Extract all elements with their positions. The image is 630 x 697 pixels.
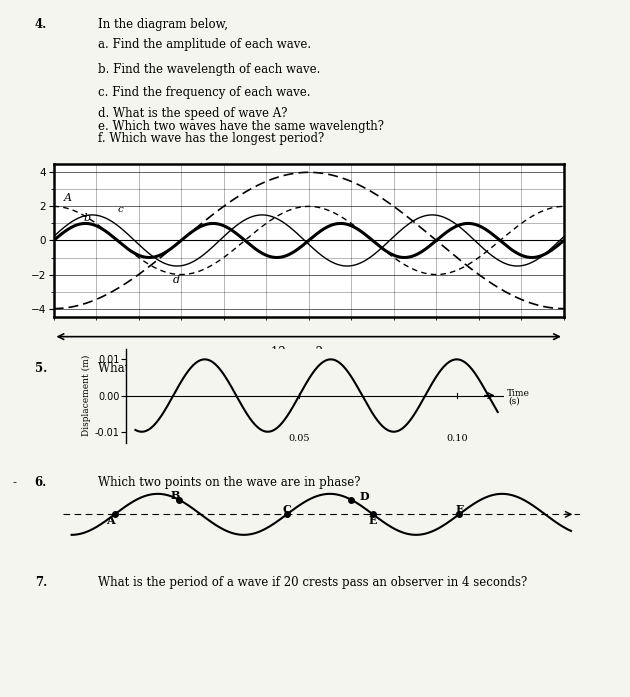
Text: f. Which wave has the longest period?: f. Which wave has the longest period? bbox=[98, 132, 324, 146]
Text: E: E bbox=[369, 515, 377, 526]
Text: b: b bbox=[83, 213, 91, 223]
Text: 0.10: 0.10 bbox=[446, 434, 467, 443]
Text: A: A bbox=[64, 193, 72, 204]
Text: D: D bbox=[360, 491, 369, 503]
Text: What is the frequency of the following wave?: What is the frequency of the following w… bbox=[98, 362, 366, 376]
Text: 5.: 5. bbox=[35, 362, 47, 376]
Text: B: B bbox=[170, 490, 180, 501]
Text: In the diagram below,: In the diagram below, bbox=[98, 18, 227, 31]
Text: 7.: 7. bbox=[35, 576, 47, 590]
Text: 4.: 4. bbox=[35, 18, 47, 31]
Text: c. Find the frequency of each wave.: c. Find the frequency of each wave. bbox=[98, 86, 310, 100]
Text: c: c bbox=[117, 204, 123, 213]
Text: d. What is the speed of wave A?: d. What is the speed of wave A? bbox=[98, 107, 287, 121]
Text: Which two points on the wave are in phase?: Which two points on the wave are in phas… bbox=[98, 476, 360, 489]
Text: 0.05: 0.05 bbox=[289, 434, 310, 443]
Text: F: F bbox=[455, 505, 463, 515]
Text: d: d bbox=[173, 275, 180, 285]
Text: 12 m    2 sec: 12 m 2 sec bbox=[271, 346, 346, 359]
Text: a. Find the amplitude of each wave.: a. Find the amplitude of each wave. bbox=[98, 38, 311, 51]
Text: -: - bbox=[13, 476, 16, 489]
Text: What is the period of a wave if 20 crests pass an observer in 4 seconds?: What is the period of a wave if 20 crest… bbox=[98, 576, 527, 590]
Text: (s): (s) bbox=[509, 397, 520, 406]
Text: e. Which two waves have the same wavelength?: e. Which two waves have the same wavelen… bbox=[98, 120, 384, 133]
Text: A: A bbox=[106, 515, 115, 526]
Text: 6.: 6. bbox=[35, 476, 47, 489]
Y-axis label: Displacement (m): Displacement (m) bbox=[81, 355, 91, 436]
Text: C: C bbox=[282, 505, 291, 515]
Text: b. Find the wavelength of each wave.: b. Find the wavelength of each wave. bbox=[98, 63, 320, 76]
Text: Time: Time bbox=[507, 389, 530, 398]
